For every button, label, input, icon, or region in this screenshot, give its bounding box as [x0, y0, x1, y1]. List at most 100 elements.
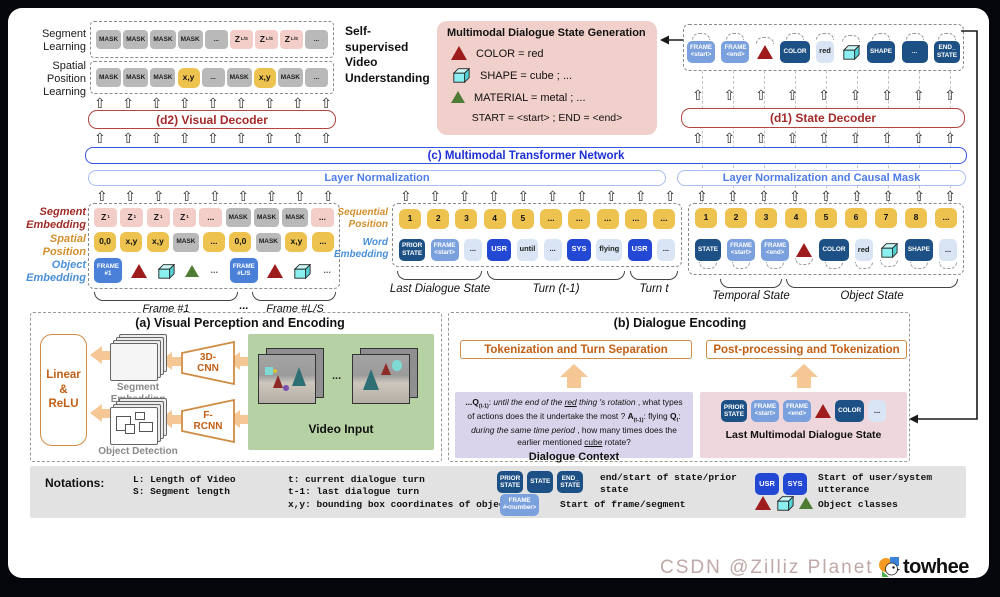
token: MASK	[226, 68, 252, 87]
token: FRAME <start>	[430, 238, 459, 261]
notations-title: Notations:	[45, 476, 105, 490]
state-position-row: 1 2 3 4 5 6 7 8...	[693, 207, 959, 228]
attention-arc	[879, 260, 898, 267]
red-triangle-icon	[815, 404, 832, 418]
up-arrow-icon: ⇧	[94, 94, 106, 111]
video-input-box: ... Video Input	[248, 334, 434, 450]
object-state-label: Object State	[840, 290, 904, 302]
cube-icon	[880, 242, 898, 259]
state-token-row: STATE FRAME <start> FRAME <end> COLOR red SHA…	[693, 237, 959, 271]
generation-item: MATERIAL = metal ; ...	[447, 87, 647, 109]
visual-perception-title: (a) Visual Perception and Encoding	[135, 316, 345, 330]
dashed-guide	[702, 71, 703, 203]
token: FRAME <start>	[687, 40, 715, 63]
attention-arc	[938, 262, 957, 269]
token: SYS	[783, 473, 807, 495]
token: 2	[427, 208, 450, 229]
up-arrow-icon: ⇧	[96, 187, 108, 204]
transformer-box: (c) Multimodal Transformer Network	[85, 147, 967, 164]
token: ...	[202, 232, 225, 252]
token: ...	[652, 208, 675, 229]
flow-arrow-left-icon	[90, 346, 111, 364]
up-arrow-icon: ⇧	[912, 86, 925, 103]
dialogue-context-label: Dialogue Context	[528, 450, 620, 463]
token: ...	[463, 238, 482, 261]
token: COLOR	[835, 400, 865, 422]
token: ...	[656, 238, 675, 261]
notations-defs-2: t: current dialogue turn t-1: last dialo…	[288, 474, 517, 510]
segment-embedding-row: Z 1 Z 1 Z 1 Z 1... MASK MASK MASK...	[92, 207, 336, 228]
up-arrow-icon: ⇧	[789, 187, 801, 204]
token: FRAME <start>	[727, 239, 756, 261]
up-arrow-icon: ⇧	[696, 187, 708, 204]
token: flying	[596, 238, 623, 261]
state-output-token-row: FRAME <start> FRAME <end> COLOR red SHAPE...…	[683, 24, 964, 71]
token: ...	[199, 208, 223, 227]
token: STATE	[695, 239, 721, 261]
up-arrow-icon: ⇧	[820, 187, 832, 204]
token: x,y	[253, 67, 276, 88]
up-arrow-icon: ⇧	[207, 94, 219, 111]
token: 0,0	[229, 232, 252, 252]
visual-decoder-box: (d2) Visual Decoder	[88, 110, 336, 129]
token: Z L/S	[279, 30, 303, 49]
up-arrow-icon: ⇧	[723, 129, 736, 146]
cube-icon	[842, 44, 860, 60]
attention-arc	[824, 262, 843, 269]
cnn-3d-block: 3D- CNN	[180, 340, 236, 386]
token: FRAME <end>	[783, 400, 812, 422]
up-arrow-icon: ⇧	[692, 86, 704, 103]
token: x,y	[285, 232, 308, 252]
up-arrow-icon: ⇧	[944, 187, 956, 204]
token: 7	[875, 207, 897, 228]
attention-arc	[937, 32, 956, 40]
up-arrow-icon: ⇧	[458, 187, 471, 204]
attention-arc	[755, 36, 774, 44]
token: 3	[755, 207, 777, 228]
token: ...	[201, 68, 225, 87]
dialogue-encoding-title: (b) Dialogue Encoding	[613, 316, 747, 330]
token: until	[516, 238, 539, 261]
video-frame-thumbnail	[258, 348, 324, 406]
green-triangle-icon	[451, 90, 465, 103]
video-frame-thumbnail	[352, 348, 418, 406]
frameLS-brace	[252, 292, 336, 301]
temporal-state-label: Temporal State	[712, 290, 790, 302]
up-arrow-icon: ⇧	[692, 129, 704, 146]
state-generation-box: Multimodal Dialogue State Generation COL…	[437, 21, 657, 135]
token: ...	[624, 208, 647, 229]
generation-item: SHAPE = cube ; ...	[447, 65, 647, 87]
segment-embedding-label: Segment Embedding	[26, 206, 86, 231]
token: ...	[310, 208, 334, 227]
token: 1	[399, 208, 421, 229]
up-arrow-icon: ⇧	[263, 129, 276, 146]
red-triangle-icon	[755, 496, 771, 510]
spatial-position-row: 0,0 x,y x,y MASK... 0,0 MASK x,y...	[92, 232, 336, 253]
up-arrow-icon: ⇧	[291, 94, 304, 111]
last-state-token-row: PRIOR STATE FRAME <start> FRAME <end> COLOR…	[708, 400, 899, 422]
arrow-row: ⇧ ⇧ ⇧ ⇧ ⇧ ⇧ ⇧ ⇧ ⇧	[94, 95, 332, 110]
up-arrow-icon: ⇧	[546, 187, 559, 204]
turn-t-brace	[630, 271, 678, 280]
ssl-caption: Self- supervised Video Understanding	[345, 24, 430, 85]
frame1-brace	[94, 292, 238, 301]
object-detection-stack	[110, 398, 168, 446]
token: ...	[568, 208, 591, 229]
token: COLOR	[819, 239, 849, 261]
up-arrow-icon: ⇧	[634, 187, 647, 204]
up-arrow-icon: ⇧	[400, 187, 412, 204]
up-arrow-icon: ⇧	[237, 187, 250, 204]
visual-embedding-block: Z 1 Z 1 Z 1 Z 1... MASK MASK MASK... 0,0 x,y x,y MASK…	[88, 203, 340, 289]
brace-dots: ...	[239, 300, 249, 312]
up-arrow-icon: ⇧	[265, 187, 278, 204]
flow-arrow-left-icon	[90, 404, 111, 422]
state-generation-title: Multimodal Dialogue State Generation	[447, 27, 646, 39]
frcnn-label: F- RCNN	[193, 409, 223, 433]
flow-arrow-up-icon	[560, 364, 588, 388]
dashed-guide	[764, 71, 765, 203]
attention-arc	[816, 32, 835, 40]
up-arrow-icon: ⇧	[322, 187, 334, 204]
token: ...	[204, 30, 228, 49]
